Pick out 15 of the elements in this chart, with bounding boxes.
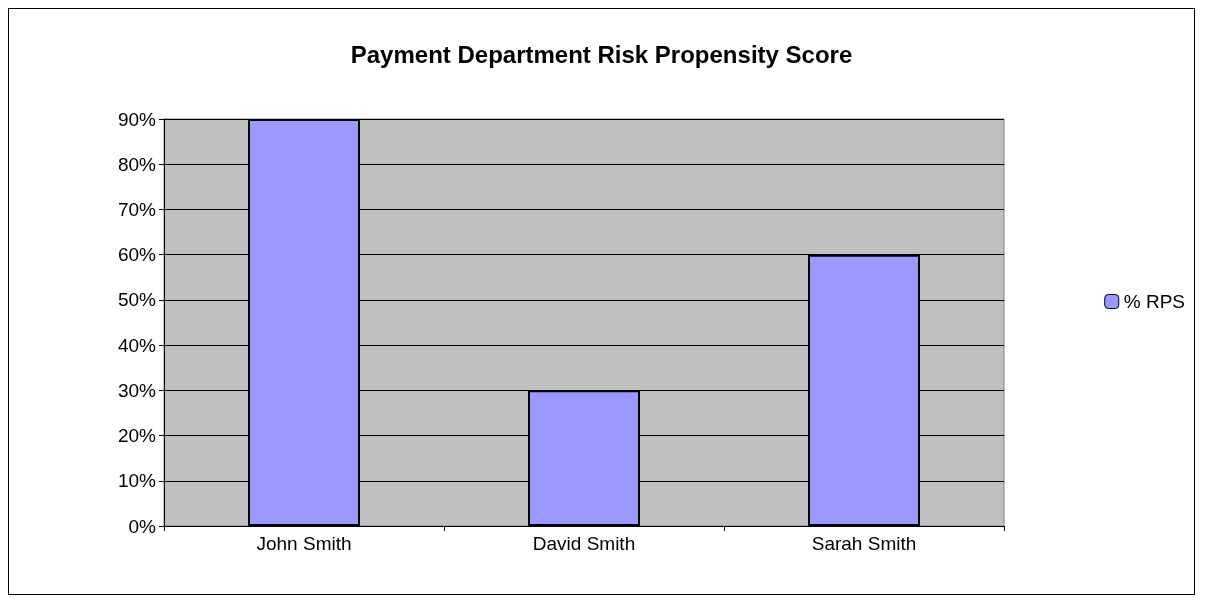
x-tick-label: Sarah Smith	[811, 533, 917, 554]
y-tick-label: 80%	[117, 153, 157, 175]
y-tick-label: 90%	[117, 108, 157, 130]
y-tick-label: 10%	[117, 470, 157, 492]
y-tick-label: 40%	[117, 334, 157, 356]
x-tick-label: John Smith	[256, 533, 352, 554]
y-tick-label: 30%	[117, 379, 157, 401]
y-tick-label: 50%	[117, 289, 157, 311]
x-tick-label: David Smith	[532, 533, 636, 554]
y-tick-label: 20%	[117, 425, 157, 447]
y-tick-label: 70%	[117, 198, 157, 220]
y-tick-label: 60%	[117, 244, 157, 266]
chart-title: Payment Department Risk Propensity Score	[350, 40, 853, 68]
legend-label: % RPS	[1123, 291, 1186, 312]
y-tick-label: 0%	[128, 515, 157, 537]
